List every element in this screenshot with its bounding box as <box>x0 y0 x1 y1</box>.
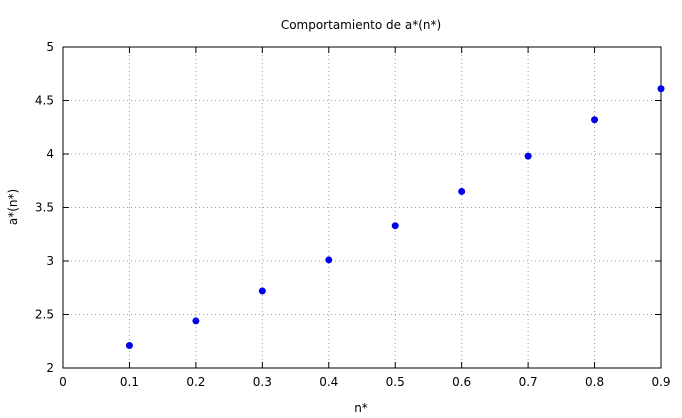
data-point <box>458 187 466 195</box>
y-axis-label: a*(n*) <box>6 189 20 225</box>
x-tick-label: 0.1 <box>120 375 139 389</box>
x-tick-label: 0.7 <box>519 375 538 389</box>
chart-title: Comportamiento de a*(n*) <box>281 18 441 32</box>
x-tick-label: 0.3 <box>253 375 272 389</box>
data-point <box>258 287 266 295</box>
y-tick-label: 3.5 <box>35 201 54 215</box>
x-axis-label: n* <box>354 401 368 415</box>
y-tick-label: 4.5 <box>35 94 54 108</box>
data-point <box>325 256 333 264</box>
plot-frame <box>62 46 662 369</box>
x-tick-label: 0.6 <box>452 375 471 389</box>
data-point <box>524 152 532 160</box>
y-tick-label: 4 <box>46 147 54 161</box>
data-point <box>125 342 133 350</box>
axis-ticks: 0 0.1 0.2 0.3 0.4 0.5 0.6 0.7 0.8 0.9 2 2.5 3 3.5 4 4.5… <box>35 40 671 389</box>
y-tick-label: 2 <box>46 361 54 375</box>
x-tick-label: 0.8 <box>585 375 604 389</box>
y-tick-label: 5 <box>46 40 54 54</box>
x-tick-label: 0.5 <box>386 375 405 389</box>
y-tick-label: 2.5 <box>35 308 54 322</box>
x-tick-label: 0.9 <box>651 375 670 389</box>
data-point <box>591 116 599 124</box>
x-tick-label: 0 <box>59 375 67 389</box>
y-tick-label: 3 <box>46 254 54 268</box>
grid-lines <box>63 47 661 368</box>
x-tick-label: 0.4 <box>319 375 338 389</box>
data-point <box>192 317 200 325</box>
x-tick-label: 0.2 <box>186 375 205 389</box>
data-point <box>391 222 399 230</box>
data-point <box>657 85 665 93</box>
data-points <box>125 85 665 350</box>
